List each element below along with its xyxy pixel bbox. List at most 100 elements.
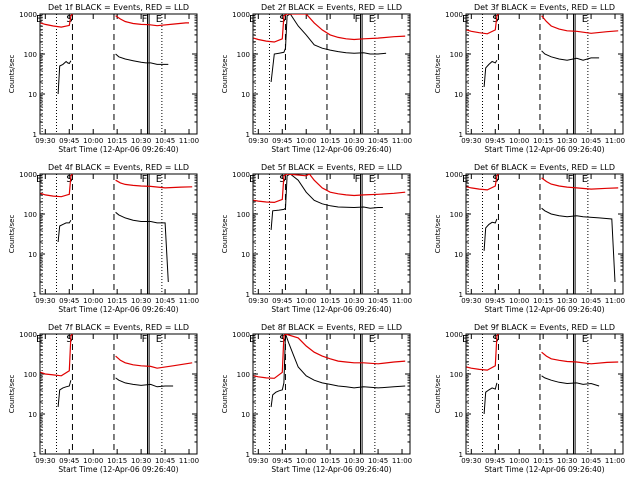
plot-frame — [465, 333, 624, 455]
y-tick-label: 1 — [246, 291, 250, 299]
event-marker-label: F — [142, 174, 148, 185]
x-tick-label: 09:45 — [59, 457, 79, 465]
series-lld-line — [253, 334, 406, 379]
x-tick-label: 11:00 — [392, 297, 412, 305]
x-axis-label: Start Time (12-Apr-06 09:26:40) — [484, 465, 604, 474]
x-tick-label: 10:15 — [533, 297, 553, 305]
y-tick-label: 10 — [454, 411, 463, 419]
y-axis-label: Counts/sec — [221, 55, 229, 94]
y-tick-label: 1 — [459, 291, 463, 299]
x-tick-label: 10:45 — [155, 457, 175, 465]
y-tick-label: 1 — [246, 131, 250, 139]
event-marker-label: E — [36, 174, 42, 185]
series-events-line — [483, 50, 600, 88]
chart-panel: Det 8f BLACK = Events, RED = LLD 1 10 100 10… — [221, 323, 412, 474]
plot-frame — [39, 333, 198, 455]
event-marker-label: E — [369, 174, 375, 185]
x-tick-label: 09:45 — [272, 297, 292, 305]
y-tick-label: 10 — [241, 251, 250, 259]
x-tick-label: 11:00 — [392, 137, 412, 145]
y-tick-label: 1000 — [232, 11, 250, 19]
y-tick-label: 100 — [24, 211, 37, 219]
x-tick-label: 11:00 — [179, 297, 199, 305]
chart-panel: Det 2f BLACK = Events, RED = LLD 1 10 100 10… — [221, 3, 412, 154]
x-tick-label: 10:15 — [320, 457, 340, 465]
event-marker-label: E — [462, 14, 468, 25]
event-marker-label: E — [156, 334, 162, 345]
x-tick-label: 09:45 — [485, 457, 505, 465]
x-tick-label: 10:45 — [581, 457, 601, 465]
y-tick-label: 1 — [246, 451, 250, 459]
x-tick-label: 10:15 — [320, 297, 340, 305]
event-marker-label: S — [66, 174, 72, 185]
x-tick-label: 10:30 — [131, 457, 151, 465]
x-tick-label: 10:30 — [344, 457, 364, 465]
event-marker-label: E — [249, 334, 255, 345]
x-axis-label: Start Time (12-Apr-06 09:26:40) — [271, 305, 391, 314]
x-tick-label: 11:00 — [605, 457, 625, 465]
series-lld-line — [466, 14, 619, 35]
x-tick-label: 10:15 — [107, 137, 127, 145]
plot-frame — [465, 173, 624, 295]
x-tick-label: 09:30 — [35, 457, 55, 465]
x-tick-label: 09:30 — [248, 137, 268, 145]
series-events-line — [270, 334, 406, 408]
x-tick-label: 10:30 — [344, 137, 364, 145]
x-axis-label: Start Time (12-Apr-06 09:26:40) — [484, 145, 604, 154]
series-events-line — [57, 53, 169, 95]
event-marker-label: F — [568, 174, 574, 185]
y-axis-label: Counts/sec — [221, 375, 229, 414]
x-axis-label: Start Time (12-Apr-06 09:26:40) — [58, 305, 178, 314]
chart-title: Det 2f BLACK = Events, RED = LLD — [261, 3, 402, 12]
x-tick-label: 10:45 — [368, 297, 388, 305]
x-tick-label: 10:00 — [509, 297, 529, 305]
series-events-line — [483, 375, 600, 415]
x-tick-label: 10:45 — [368, 137, 388, 145]
x-tick-label: 09:30 — [35, 137, 55, 145]
event-marker-label: E — [369, 14, 375, 25]
chart-panel: Det 7f BLACK = Events, RED = LLD 1 10 100 10… — [8, 323, 199, 474]
y-tick-label: 10 — [28, 411, 37, 419]
y-axis-label: Counts/sec — [434, 55, 442, 94]
y-tick-label: 10 — [28, 251, 37, 259]
x-tick-label: 09:45 — [272, 137, 292, 145]
x-tick-label: 11:00 — [605, 297, 625, 305]
y-tick-label: 1000 — [445, 331, 463, 339]
x-tick-label: 09:45 — [59, 137, 79, 145]
x-tick-label: 09:30 — [35, 297, 55, 305]
event-marker-label: S — [66, 14, 72, 25]
chart-panel: Det 4f BLACK = Events, RED = LLD 1 10 100 10… — [8, 163, 199, 314]
y-tick-label: 100 — [237, 51, 250, 59]
x-tick-label: 09:45 — [59, 297, 79, 305]
plot-frame — [39, 13, 198, 135]
x-tick-label: 10:15 — [107, 457, 127, 465]
series-lld-line — [40, 14, 189, 28]
x-tick-label: 09:30 — [461, 297, 481, 305]
y-tick-label: 100 — [450, 51, 463, 59]
x-tick-label: 10:00 — [296, 457, 316, 465]
x-tick-label: 10:15 — [320, 137, 340, 145]
y-tick-label: 1000 — [232, 171, 250, 179]
event-marker-label: E — [36, 334, 42, 345]
event-marker-label: E — [582, 334, 588, 345]
event-marker-label: E — [462, 174, 468, 185]
x-tick-label: 09:30 — [461, 457, 481, 465]
y-tick-label: 1000 — [19, 11, 37, 19]
chart-title: Det 6f BLACK = Events, RED = LLD — [474, 163, 615, 172]
plot-frame — [252, 13, 411, 135]
y-axis-label: Counts/sec — [434, 375, 442, 414]
x-tick-label: 10:00 — [83, 297, 103, 305]
chart-panel: Det 5f BLACK = Events, RED = LLD 1 10 100 10… — [221, 163, 412, 314]
y-tick-label: 1 — [459, 451, 463, 459]
x-tick-label: 10:00 — [509, 137, 529, 145]
x-tick-label: 10:45 — [581, 297, 601, 305]
series-lld-line — [40, 334, 193, 377]
x-tick-label: 10:00 — [83, 137, 103, 145]
x-axis-label: Start Time (12-Apr-06 09:26:40) — [271, 465, 391, 474]
y-tick-label: 1000 — [19, 331, 37, 339]
x-tick-label: 10:15 — [107, 297, 127, 305]
series-lld-line — [40, 174, 193, 198]
event-marker-label: E — [156, 14, 162, 25]
y-tick-label: 1 — [33, 451, 37, 459]
